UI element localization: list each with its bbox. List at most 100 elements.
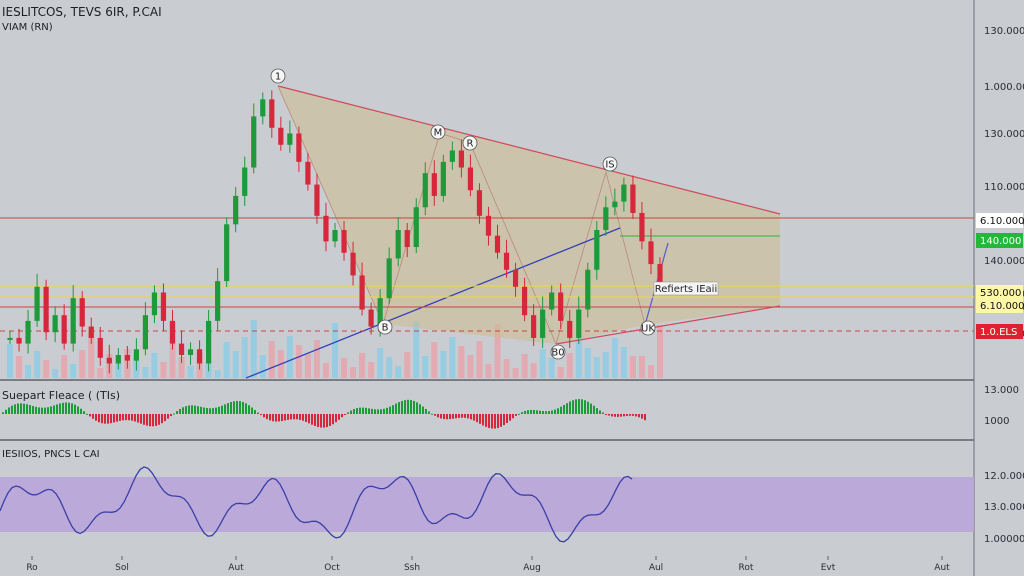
histogram-bar [170, 414, 172, 417]
histogram-bar [482, 414, 484, 426]
volume-bar [178, 357, 185, 378]
chart-subtitle: VIAM (RN) [2, 22, 53, 33]
histogram-bar [101, 414, 103, 424]
histogram-bar [332, 414, 334, 425]
histogram-bar [257, 412, 259, 414]
volume-bar [467, 355, 474, 378]
volume-bar [187, 366, 194, 378]
histogram-bar [518, 413, 520, 415]
histogram-bar [428, 411, 430, 414]
volume-bar [521, 354, 528, 378]
volume-bar [485, 364, 492, 378]
volume-bar [115, 363, 122, 378]
histogram-bar [212, 408, 214, 414]
triangle-upper-edge [277, 85, 781, 215]
histogram-bar [404, 400, 406, 414]
histogram-bar [548, 411, 550, 414]
histogram-bar [227, 403, 229, 414]
histogram-bar [41, 407, 43, 414]
histogram-bar [623, 414, 625, 417]
panel-tick-label: 13.000 [984, 385, 1019, 396]
histogram-bar [80, 408, 82, 414]
wave-label: IS [605, 160, 614, 171]
histogram-bar [473, 414, 475, 421]
candle-body [97, 337, 103, 358]
histogram-bar [302, 414, 304, 421]
histogram-bar [59, 403, 61, 414]
histogram-bar [395, 403, 397, 414]
oscillator-panel-title: IESIIOS, PNCS L CAI [2, 449, 100, 460]
wave-label: B [382, 323, 389, 334]
histogram-bar [521, 412, 523, 414]
histogram-bar [194, 405, 196, 414]
candle-body [43, 286, 49, 333]
volume-bar [332, 323, 338, 378]
histogram-bar [545, 411, 547, 414]
histogram-bar [95, 414, 97, 421]
histogram-bar [287, 414, 289, 420]
candle-body [16, 337, 22, 344]
histogram-bar [248, 405, 250, 414]
histogram-bar [416, 402, 418, 414]
candle-body [377, 298, 383, 327]
candle-body [115, 354, 121, 364]
histogram-bar [443, 414, 445, 420]
yellow-lower-price-tag-box [976, 298, 1023, 313]
candle-body [187, 349, 194, 355]
price-tick-label: 130.000 [984, 26, 1024, 37]
histogram-bar [500, 414, 502, 427]
histogram-bar [491, 414, 493, 429]
wave-label-marker [430, 124, 446, 140]
histogram-bar [32, 405, 34, 414]
volume-bar [584, 348, 591, 378]
x-tick-label: Ssh [404, 563, 420, 573]
volume-bar [638, 356, 645, 378]
histogram-bar [323, 414, 325, 428]
annotation-box [653, 281, 719, 296]
histogram-bar [122, 414, 124, 421]
histogram-bar [29, 405, 31, 414]
histogram-bar [50, 406, 52, 414]
volume-bar [539, 349, 546, 378]
candle-body [630, 184, 636, 213]
histogram-bar [149, 414, 151, 427]
histogram-bar [551, 410, 553, 414]
histogram-bar [536, 410, 538, 414]
histogram-bar [125, 414, 127, 421]
histogram-bar [5, 409, 7, 414]
histogram-bar [89, 414, 91, 417]
panel-tick-label: 13.0.000 [984, 502, 1024, 513]
histogram-bar [644, 414, 646, 421]
panel-tick-label: 12.0.000 [984, 471, 1024, 482]
price-tick-label: 140.000 [984, 256, 1024, 267]
candle-body [422, 173, 428, 208]
wave-label: R [467, 139, 474, 150]
candle-body [603, 207, 609, 230]
triangle-pattern [278, 86, 780, 344]
candle-body [558, 292, 564, 321]
histogram-bar [236, 400, 238, 414]
wave-label-marker [640, 320, 656, 336]
candle-body [431, 173, 437, 196]
histogram-bar [8, 407, 10, 414]
x-tick-label: Aut [934, 563, 950, 573]
histogram-bar [374, 409, 376, 414]
histogram-bar [485, 414, 487, 427]
histogram-bar [17, 403, 19, 414]
volume-bar [223, 342, 230, 378]
candle-body [224, 224, 230, 282]
candle-body [269, 99, 275, 128]
histogram-bar [71, 403, 73, 414]
histogram-bar [44, 407, 46, 414]
histogram-bar [380, 409, 382, 414]
histogram-bar [503, 414, 505, 426]
volume-bar [548, 358, 555, 378]
volume-bar [286, 336, 293, 378]
histogram-bar [626, 414, 628, 416]
histogram-bar [314, 414, 316, 427]
histogram-bar [344, 414, 346, 415]
histogram-bar [476, 414, 478, 423]
candle-body [287, 133, 293, 145]
histogram-bar [299, 414, 301, 420]
